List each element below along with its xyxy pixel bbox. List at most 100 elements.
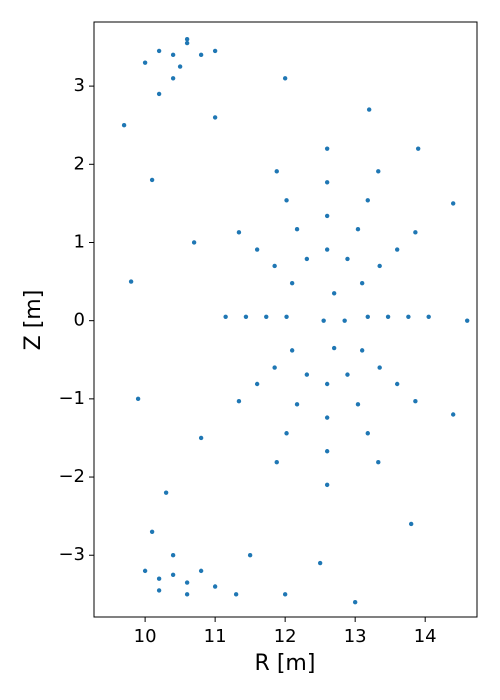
point bbox=[406, 314, 411, 319]
x-tick-label: 11 bbox=[204, 626, 227, 647]
point bbox=[385, 314, 391, 319]
point bbox=[121, 123, 127, 128]
point bbox=[359, 348, 365, 353]
point bbox=[274, 459, 279, 465]
point bbox=[212, 584, 218, 589]
point bbox=[156, 588, 162, 593]
point bbox=[376, 169, 381, 174]
point bbox=[345, 256, 350, 262]
y-tick-label: −1 bbox=[58, 388, 85, 409]
point bbox=[324, 482, 330, 488]
point bbox=[233, 592, 239, 597]
point bbox=[254, 381, 260, 387]
point bbox=[156, 576, 162, 581]
point bbox=[355, 402, 361, 407]
point bbox=[415, 146, 421, 151]
point bbox=[177, 64, 183, 69]
x-axis-label: R [m] bbox=[255, 651, 316, 676]
y-tick-label: 0 bbox=[74, 310, 85, 331]
point bbox=[426, 314, 431, 319]
point bbox=[289, 348, 295, 353]
point bbox=[184, 37, 190, 42]
point bbox=[274, 169, 279, 174]
point bbox=[450, 201, 456, 206]
plot-frame bbox=[93, 21, 478, 618]
point bbox=[272, 365, 277, 370]
point bbox=[331, 291, 337, 296]
point bbox=[284, 198, 289, 203]
x-tick-label: 13 bbox=[344, 626, 367, 647]
point bbox=[317, 560, 323, 566]
x-tick-label: 14 bbox=[414, 626, 437, 647]
point bbox=[236, 399, 242, 404]
point bbox=[413, 399, 418, 404]
point bbox=[170, 572, 176, 577]
point bbox=[342, 318, 347, 323]
point bbox=[450, 412, 456, 417]
point bbox=[365, 431, 370, 436]
point bbox=[464, 318, 470, 323]
point bbox=[272, 263, 277, 269]
point bbox=[170, 52, 176, 58]
point bbox=[377, 365, 382, 370]
point bbox=[212, 115, 218, 120]
point bbox=[324, 415, 330, 420]
point bbox=[156, 48, 162, 54]
point bbox=[243, 314, 249, 319]
point bbox=[135, 396, 141, 402]
point bbox=[394, 247, 400, 252]
point bbox=[376, 459, 381, 465]
point bbox=[366, 107, 372, 112]
point bbox=[156, 91, 162, 97]
point bbox=[264, 314, 269, 319]
point bbox=[170, 553, 176, 558]
point bbox=[284, 314, 289, 319]
point bbox=[149, 177, 155, 183]
point bbox=[324, 247, 330, 252]
point bbox=[304, 372, 310, 377]
point bbox=[282, 76, 288, 81]
point bbox=[408, 521, 414, 527]
point bbox=[324, 146, 330, 151]
point bbox=[191, 240, 197, 245]
point bbox=[282, 592, 288, 597]
point bbox=[365, 198, 370, 203]
y-axis-label: Z [m] bbox=[21, 290, 46, 351]
y-tick-label: −2 bbox=[58, 466, 85, 487]
x-tick-label: 12 bbox=[274, 626, 297, 647]
point bbox=[413, 230, 418, 235]
point bbox=[198, 568, 204, 574]
point bbox=[331, 345, 337, 351]
y-tick-label: 2 bbox=[74, 153, 85, 174]
point bbox=[359, 280, 365, 286]
point bbox=[377, 263, 382, 269]
point bbox=[198, 435, 204, 441]
point bbox=[304, 256, 310, 262]
point bbox=[163, 490, 169, 495]
y-tick-label: 3 bbox=[74, 75, 85, 96]
point bbox=[365, 314, 370, 319]
y-tick-label: 1 bbox=[74, 231, 85, 252]
point bbox=[352, 599, 358, 605]
point bbox=[355, 226, 361, 232]
point bbox=[198, 52, 204, 58]
point bbox=[289, 280, 295, 286]
point bbox=[236, 230, 242, 235]
point bbox=[321, 318, 326, 323]
x-tick-label: 10 bbox=[134, 626, 157, 647]
point bbox=[294, 402, 300, 407]
point bbox=[184, 40, 190, 46]
point bbox=[324, 449, 330, 454]
point bbox=[149, 529, 155, 534]
point bbox=[223, 314, 228, 319]
point bbox=[128, 279, 134, 284]
point bbox=[394, 381, 400, 387]
point bbox=[345, 372, 350, 377]
point bbox=[324, 381, 330, 387]
point bbox=[254, 247, 260, 252]
point bbox=[247, 553, 253, 558]
y-tick-label: −3 bbox=[58, 544, 85, 565]
point bbox=[184, 592, 190, 597]
